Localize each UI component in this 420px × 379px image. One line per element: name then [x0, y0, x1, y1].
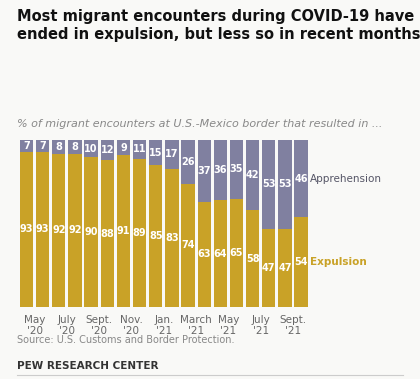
Bar	[36, 152, 49, 307]
Bar	[181, 183, 194, 307]
Text: 91: 91	[117, 226, 130, 236]
Bar	[68, 140, 81, 153]
Text: 63: 63	[197, 249, 211, 260]
Text: 17: 17	[165, 149, 178, 160]
Bar	[181, 140, 194, 183]
Bar	[165, 169, 178, 307]
Text: 64: 64	[214, 249, 227, 258]
Bar	[262, 229, 276, 307]
Text: 8: 8	[71, 142, 79, 152]
Text: 7: 7	[23, 141, 30, 151]
Text: Most migrant encounters during COVID-19 have
ended in expulsion, but less so in : Most migrant encounters during COVID-19 …	[17, 9, 420, 42]
Bar	[294, 140, 308, 217]
Text: 26: 26	[181, 157, 195, 167]
Text: 46: 46	[294, 174, 308, 183]
Text: Expulsion: Expulsion	[310, 257, 367, 267]
Text: 15: 15	[149, 148, 163, 158]
Text: 58: 58	[246, 254, 260, 264]
Bar	[246, 210, 259, 307]
Text: 89: 89	[133, 228, 147, 238]
Text: 93: 93	[36, 224, 50, 235]
Text: 85: 85	[149, 231, 163, 241]
Bar	[230, 199, 243, 307]
Bar	[52, 153, 66, 307]
Text: % of migrant encounters at U.S.-Mexico border that resulted in ...: % of migrant encounters at U.S.-Mexico b…	[17, 119, 382, 129]
Text: 83: 83	[165, 233, 178, 243]
Bar	[246, 140, 259, 210]
Text: 54: 54	[294, 257, 308, 267]
Text: 7: 7	[39, 141, 46, 151]
Bar	[84, 157, 98, 307]
Bar	[214, 140, 227, 200]
Bar	[278, 140, 291, 229]
Text: 53: 53	[278, 179, 292, 190]
Text: 37: 37	[197, 166, 211, 176]
Bar	[20, 140, 33, 152]
Bar	[133, 158, 146, 307]
Text: 93: 93	[20, 224, 33, 235]
Text: 88: 88	[100, 229, 114, 239]
Text: 10: 10	[84, 144, 98, 153]
Bar	[117, 140, 130, 155]
Text: 53: 53	[262, 179, 276, 190]
Text: 42: 42	[246, 170, 260, 180]
Text: 92: 92	[68, 225, 82, 235]
Bar	[101, 160, 114, 307]
Text: 74: 74	[181, 240, 195, 250]
Bar	[197, 140, 211, 202]
Bar	[101, 140, 114, 160]
Bar	[68, 153, 81, 307]
Bar	[117, 155, 130, 307]
Text: 65: 65	[230, 248, 243, 258]
Text: Apprehension: Apprehension	[310, 174, 382, 183]
Text: 8: 8	[55, 142, 62, 152]
Text: 90: 90	[84, 227, 98, 237]
Bar	[133, 140, 146, 158]
Bar	[20, 152, 33, 307]
Text: 92: 92	[52, 225, 66, 235]
Bar	[214, 200, 227, 307]
Bar	[84, 140, 98, 157]
Bar	[149, 140, 163, 165]
Bar	[165, 140, 178, 169]
Text: 35: 35	[230, 164, 243, 174]
Bar	[294, 217, 308, 307]
Text: 36: 36	[214, 165, 227, 175]
Bar	[197, 202, 211, 307]
Bar	[52, 140, 66, 153]
Text: 9: 9	[120, 143, 127, 153]
Bar	[262, 140, 276, 229]
Text: 11: 11	[133, 144, 146, 154]
Text: Source: U.S. Customs and Border Protection.: Source: U.S. Customs and Border Protecti…	[17, 335, 234, 345]
Bar	[278, 229, 291, 307]
Bar	[149, 165, 163, 307]
Bar	[230, 140, 243, 199]
Text: PEW RESEARCH CENTER: PEW RESEARCH CENTER	[17, 361, 158, 371]
Text: 47: 47	[278, 263, 292, 273]
Text: 47: 47	[262, 263, 276, 273]
Text: 12: 12	[100, 145, 114, 155]
Bar	[36, 140, 49, 152]
